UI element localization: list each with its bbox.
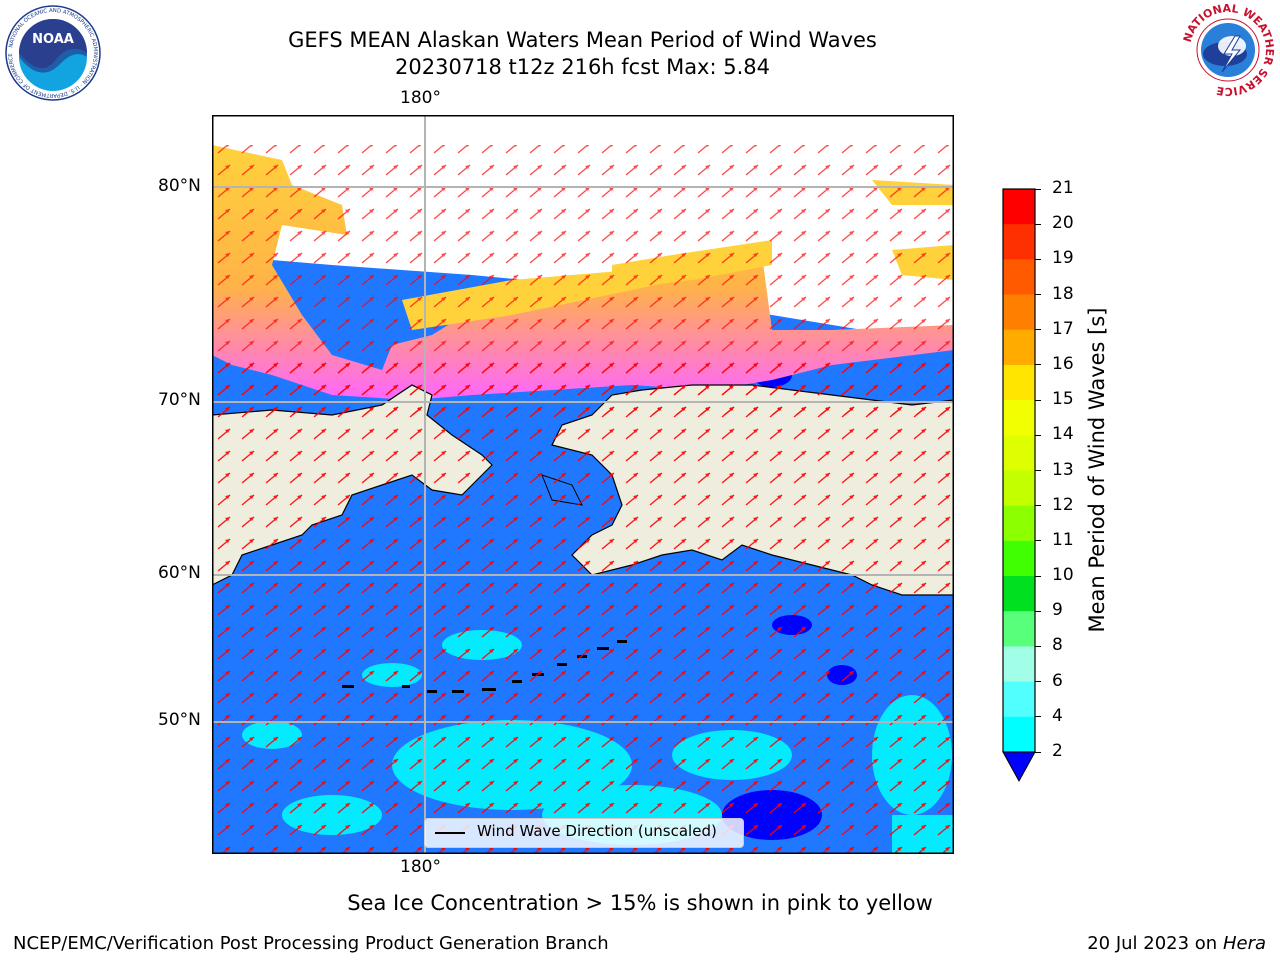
colorbar-segment: [1003, 400, 1035, 436]
nws-logo: NATIONAL WEATHER SERVICE: [1181, 2, 1276, 98]
colorbar-tick-label: 16: [1052, 353, 1074, 374]
colorbar-tick-label: 4: [1052, 705, 1063, 726]
legend-label: Wind Wave Direction (unscaled): [477, 822, 717, 840]
colorbar-segment: [1003, 294, 1035, 331]
colorbar-tick-mark: [1035, 223, 1041, 225]
colorbar-tick-mark: [1035, 399, 1041, 401]
colorbar-tick-label: 2: [1052, 741, 1063, 761]
colorbar-tick-mark: [1035, 364, 1041, 366]
colorbar-tick-label: 20: [1052, 213, 1074, 234]
lat-label-50: 50°N: [158, 710, 201, 730]
colorbar-tick-label: 6: [1052, 670, 1063, 691]
legend-line-swatch: [435, 832, 465, 834]
colorbar-tick-label: 15: [1052, 389, 1074, 410]
colorbar-segment: [1003, 364, 1035, 401]
noaa-logo-text: NOAA: [32, 32, 74, 47]
lon-label-bottom: 180°: [400, 857, 441, 877]
colorbar-tick-label: 17: [1052, 318, 1074, 339]
title-line-2: 20230718 t12z 216h fcst Max: 5.84: [395, 55, 770, 79]
colorbar-tick-label: 21: [1052, 178, 1074, 198]
colorbar-segment: [1003, 646, 1035, 683]
colorbar-tick-mark: [1035, 470, 1041, 471]
lat-label-80: 80°N: [158, 176, 201, 196]
colorbar-segment: [1003, 189, 1035, 225]
colorbar-tick-mark: [1035, 294, 1041, 296]
colorbar-under-triangle: [1002, 751, 1036, 783]
colorbar-tick-label: 8: [1052, 635, 1063, 656]
wind-wave-arrows: [212, 355, 954, 854]
lat-label-60: 60°N: [158, 563, 201, 583]
colorbar-segment: [1003, 716, 1035, 753]
colorbar-label: Mean Period of Wind Waves [s]: [1085, 307, 1109, 633]
lon-label-top: 180°: [400, 88, 441, 108]
colorbar-segment: [1003, 224, 1035, 260]
map-legend: Wind Wave Direction (unscaled): [424, 818, 744, 848]
lat-label-70: 70°N: [158, 390, 201, 410]
colorbar-tick-label: 12: [1052, 494, 1074, 515]
colorbar-tick-mark: [1035, 434, 1041, 436]
colorbar-tick-mark: [1035, 505, 1041, 507]
footer-right: 20 Jul 2023 on Hera: [1087, 933, 1266, 954]
colorbar-tick-label: 18: [1052, 283, 1074, 304]
colorbar-tick-label: 10: [1052, 565, 1074, 586]
footer-machine: Hera: [1222, 933, 1266, 954]
colorbar-tick-mark: [1035, 258, 1041, 260]
noaa-logo: NOAA NATIONAL OCEANIC AND ATMOSPHERIC AD…: [5, 5, 101, 101]
colorbar-tick-label: 14: [1052, 424, 1074, 445]
colorbar-tick-mark: [1035, 681, 1041, 683]
colorbar-tick-mark: [1035, 575, 1041, 577]
colorbar-segment: [1003, 505, 1035, 542]
colorbar-segment: [1003, 681, 1035, 718]
colorbar-tick-mark: [1035, 540, 1041, 542]
colorbar-segment: [1003, 435, 1035, 471]
colorbar-segment: [1003, 259, 1035, 296]
colorbar-segment: [1003, 611, 1035, 647]
colorbar-tick-label: 9: [1052, 600, 1063, 621]
colorbar-tick-label: 19: [1052, 248, 1074, 269]
colorbar-tick-label: 13: [1052, 459, 1074, 480]
colorbar-tick-mark: [1035, 188, 1041, 190]
colorbar-segment: [1003, 470, 1035, 507]
footer-date: 20 Jul 2023 on: [1087, 933, 1223, 954]
map-panel: [212, 115, 954, 854]
colorbar-tick-label: 11: [1052, 529, 1074, 550]
colorbar-tick-mark: [1035, 751, 1041, 753]
colorbar: [1002, 188, 1036, 783]
colorbar-tick-mark: [1035, 610, 1041, 612]
graticule: [212, 115, 954, 854]
footer-left: NCEP/EMC/Verification Post Processing Pr…: [13, 933, 609, 954]
colorbar-tick-mark: [1035, 645, 1041, 647]
colorbar-segment: [1003, 329, 1035, 366]
colorbar-tick-mark: [1035, 716, 1041, 718]
colorbar-tick-mark: [1035, 329, 1041, 331]
title-line-1: GEFS MEAN Alaskan Waters Mean Period of …: [288, 28, 877, 52]
colorbar-segment: [1003, 540, 1035, 577]
colorbar-segment: [1003, 576, 1035, 612]
ice-caption: Sea Ice Concentration > 15% is shown in …: [347, 891, 933, 915]
